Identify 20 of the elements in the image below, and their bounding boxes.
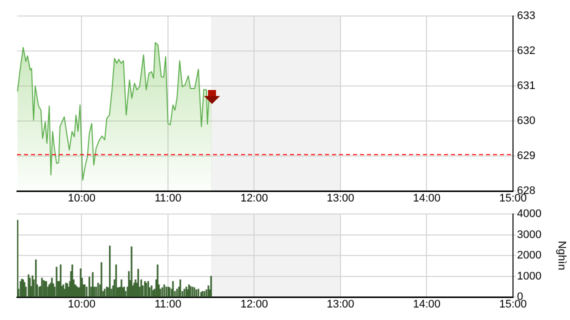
- x-tick-label: 11:00: [154, 298, 182, 311]
- y-tick-label: 632: [517, 45, 536, 58]
- x-tick-label: 14:00: [412, 192, 441, 205]
- y-tick-label: 2000: [517, 250, 542, 262]
- x-tick-label: 12:00: [240, 298, 268, 311]
- x-tick-label: 14:00: [412, 298, 441, 311]
- y-tick-label: 1000: [517, 270, 542, 282]
- x-tick-label: 12:00: [240, 192, 268, 205]
- x-tick-label: 10:00: [68, 298, 96, 311]
- y-axis-title: Nghìn: [555, 240, 568, 270]
- y-tick-label: 4000: [517, 208, 542, 220]
- y-tick-label: 630: [517, 115, 536, 128]
- y-tick-label: 633: [517, 10, 536, 22]
- y-tick-label: 3000: [517, 228, 542, 241]
- x-tick-label: 13:00: [326, 192, 354, 205]
- x-tick-label: 10:00: [68, 192, 96, 205]
- x-tick-label: 13:00: [326, 298, 354, 311]
- x-tick-label: 11:00: [154, 192, 182, 205]
- y-tick-label: 631: [517, 80, 536, 92]
- y-tick-label: 629: [517, 150, 536, 162]
